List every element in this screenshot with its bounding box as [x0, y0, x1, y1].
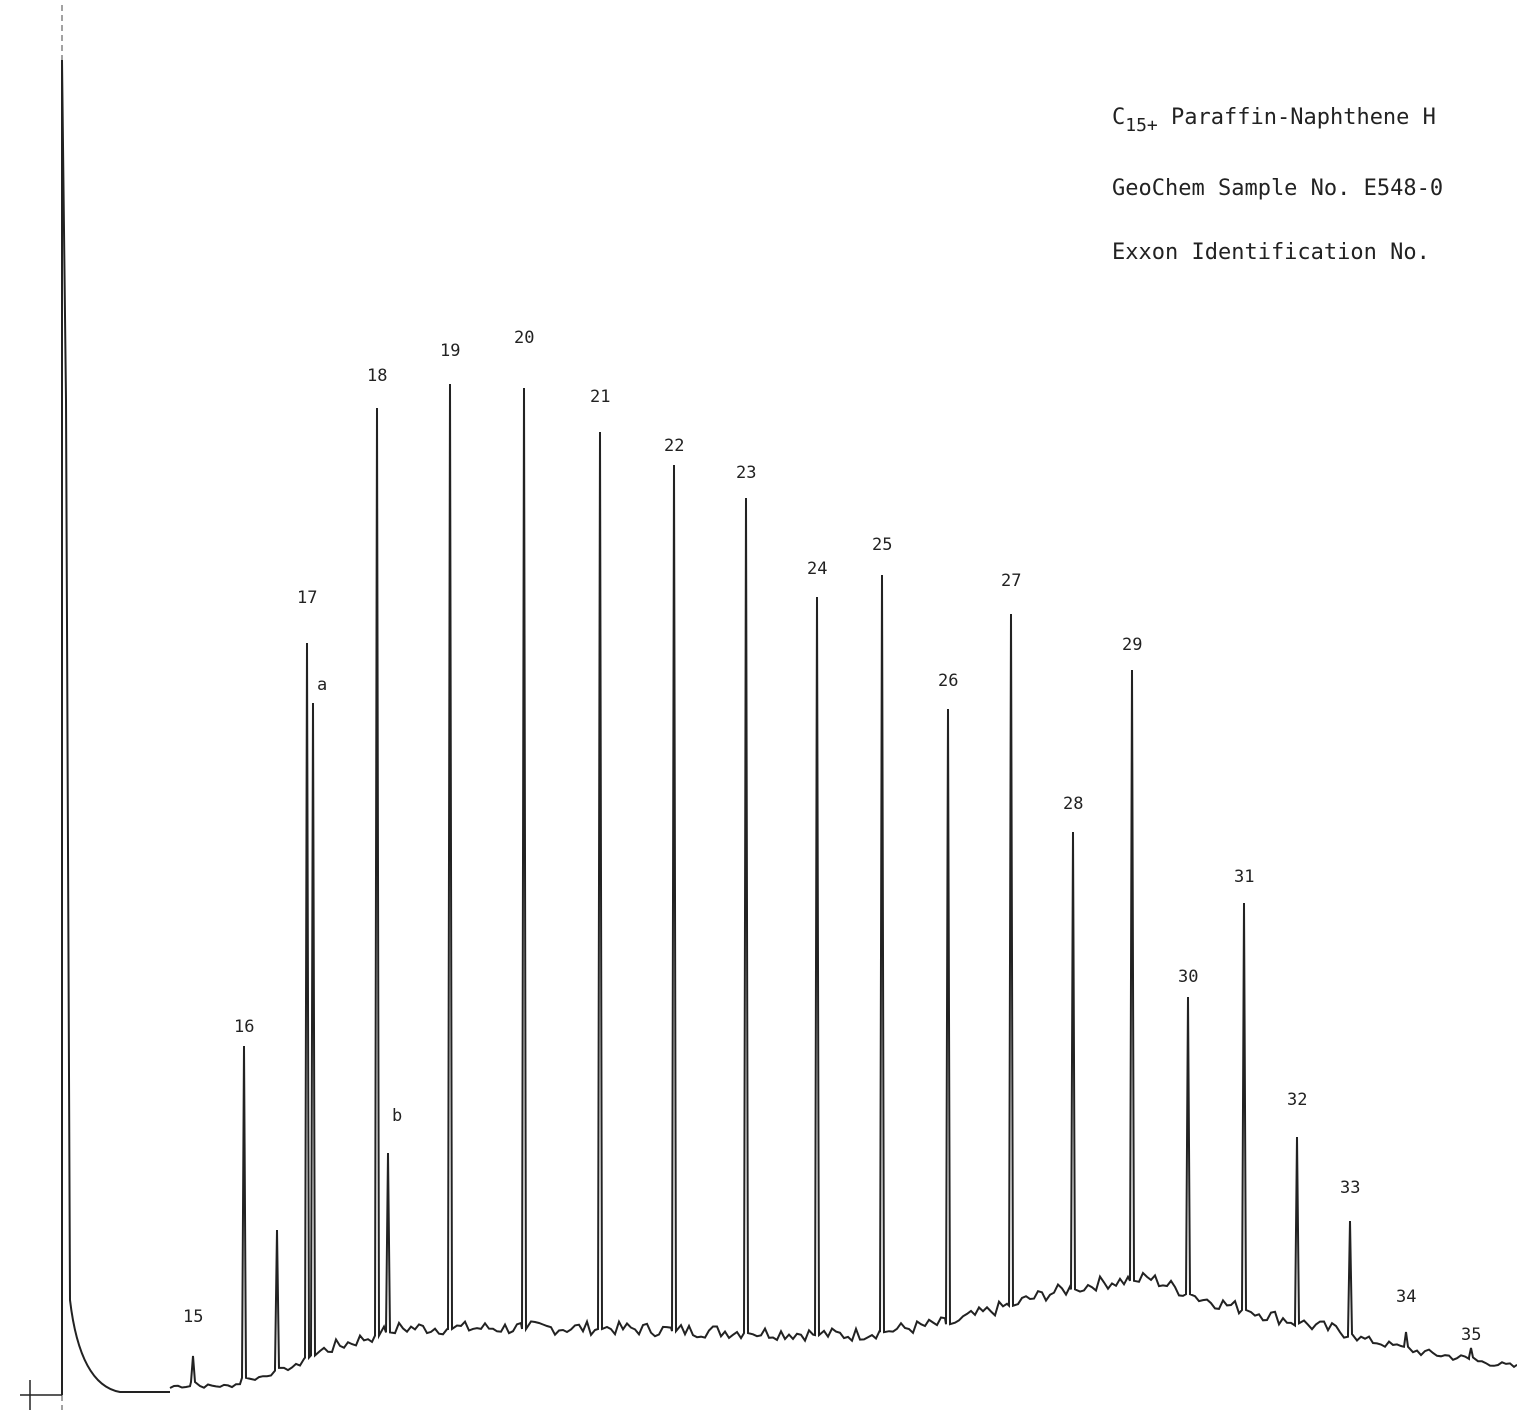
solvent-front-curve	[61, 59, 170, 1395]
peak-label-29: 29	[1122, 635, 1142, 655]
peak-label-15: 15	[183, 1307, 203, 1327]
peak-label-24: 24	[807, 559, 827, 579]
chromatogram-trace	[169, 383, 1517, 1389]
chart-axes	[20, 5, 63, 1410]
peak-label-27: 27	[1001, 571, 1021, 591]
peak-label-33: 33	[1340, 1178, 1360, 1198]
peak-label-23: 23	[736, 463, 756, 483]
chart-title: C15+ Paraffin-Naphthene H	[1112, 105, 1436, 136]
peak-label-20: 20	[514, 328, 534, 348]
peak-label-31: 31	[1234, 867, 1254, 887]
peak-label-b: b	[392, 1106, 402, 1126]
peak-label-21: 21	[590, 387, 610, 407]
sample-number-line: GeoChem Sample No. E548-0	[1112, 176, 1444, 201]
exxon-id-line: Exxon Identification No.	[1112, 240, 1430, 265]
peak-label-19: 19	[440, 341, 460, 361]
peak-label-35: 35	[1461, 1325, 1481, 1345]
peak-label-16: 16	[234, 1017, 254, 1037]
peak-label-18: 18	[367, 366, 387, 386]
peak-label-26: 26	[938, 671, 958, 691]
peak-label-30: 30	[1178, 967, 1198, 987]
peak-label-17: 17	[297, 588, 317, 608]
peak-label-a: a	[317, 675, 327, 695]
peak-label-34: 34	[1396, 1287, 1416, 1307]
peak-label-22: 22	[664, 436, 684, 456]
peak-labels: 15 16 17 a 18 b 19 20 21 22 23 24 25 26 27 28 29 30 31 32 33…	[183, 328, 1481, 1345]
peak-label-28: 28	[1063, 794, 1083, 814]
peak-label-25: 25	[872, 535, 892, 555]
peak-label-32: 32	[1287, 1090, 1307, 1110]
